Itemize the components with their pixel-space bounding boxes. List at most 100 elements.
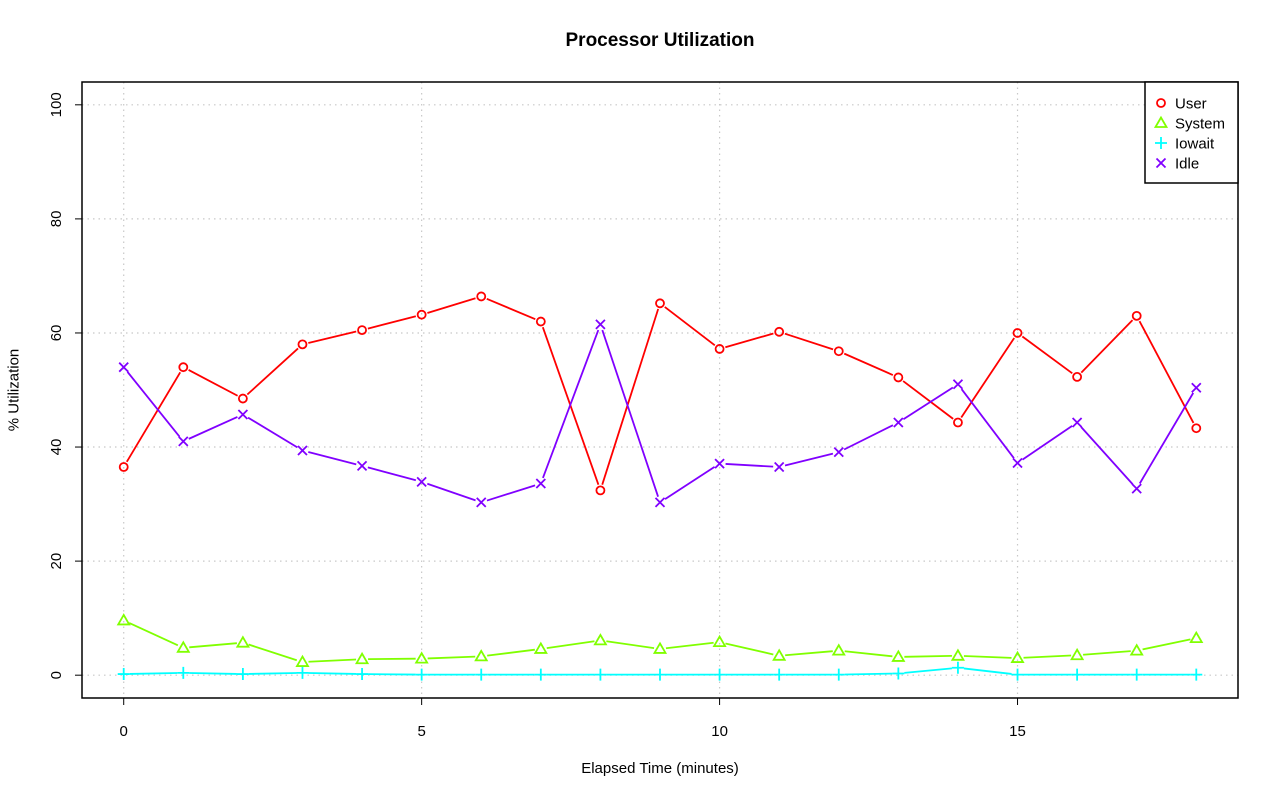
- series-line-segment: [248, 672, 297, 675]
- series-line-segment: [963, 667, 1012, 675]
- data-point: [355, 651, 370, 665]
- data-point: [594, 668, 607, 681]
- data-point: [296, 666, 309, 679]
- x-tick-label: 15: [1009, 723, 1026, 740]
- series-line-segment: [427, 655, 476, 660]
- data-point: [893, 372, 904, 383]
- data-point: [774, 326, 785, 337]
- data-point: [237, 393, 248, 404]
- data-point: [1191, 382, 1202, 393]
- data-point: [1071, 417, 1083, 428]
- data-point: [832, 668, 845, 681]
- data-point: [1131, 483, 1142, 494]
- y-tick-label: 40: [48, 439, 65, 456]
- series-line-segment: [427, 482, 476, 502]
- data-point: [891, 649, 906, 662]
- data-point: [892, 667, 905, 680]
- legend-symbol: [1155, 157, 1167, 169]
- data-point: [235, 635, 250, 648]
- x-tick-label: 0: [120, 723, 128, 740]
- axes: 0 5 10 15 0 20 40 60 80 100: [48, 92, 1026, 740]
- data-point: [117, 668, 130, 681]
- data-point: [714, 344, 725, 354]
- data-point: [236, 668, 249, 681]
- series-line-segment: [844, 672, 893, 676]
- data-point: [1071, 668, 1084, 681]
- data-point: [1190, 668, 1203, 681]
- legend-item: System: [1153, 115, 1225, 132]
- data-point: [593, 633, 608, 646]
- series-line-segment: [486, 297, 536, 321]
- series-line-segment: [1080, 426, 1134, 485]
- data-point: [833, 447, 844, 458]
- data-point: [118, 462, 129, 472]
- data-point: [1191, 423, 1202, 434]
- series-line-segment: [725, 642, 774, 656]
- data-point: [357, 325, 367, 336]
- legend-symbol: [1153, 115, 1169, 128]
- data-point: [416, 476, 427, 487]
- legend-item: Iowait: [1155, 135, 1215, 152]
- data-point: [178, 362, 189, 373]
- data-point: [1012, 457, 1023, 469]
- series-line-segment: [785, 650, 833, 657]
- data-point: [831, 643, 846, 656]
- data-point: [774, 461, 785, 473]
- series-iowait: [117, 661, 1203, 681]
- plot-frame: [81, 81, 1239, 699]
- data-point: [534, 668, 547, 681]
- series-line-segment: [902, 380, 954, 420]
- series-line-segment: [725, 332, 774, 349]
- data-point: [1070, 647, 1085, 661]
- series-line-segment: [844, 650, 893, 658]
- data-point: [356, 668, 369, 681]
- series-user: [118, 291, 1202, 496]
- series-line-segment: [1023, 654, 1072, 659]
- series-line-segment: [1083, 650, 1131, 656]
- series-line-segment: [1138, 392, 1195, 484]
- series-line-segment: [843, 352, 894, 376]
- data-point: [356, 460, 368, 471]
- legend: User System Iowait Idle: [1144, 81, 1239, 184]
- data-point: [1130, 668, 1143, 681]
- series-line-segment: [542, 329, 600, 479]
- series-line-segment: [308, 658, 357, 663]
- data-point: [535, 316, 546, 327]
- series-line-segment: [188, 416, 238, 440]
- series-system: [116, 613, 1204, 667]
- series-line-segment: [904, 667, 953, 674]
- data-point: [712, 634, 727, 648]
- data-point: [893, 417, 904, 428]
- series-line-segment: [963, 655, 1012, 659]
- series-line-segment: [1021, 335, 1073, 375]
- series-line-segment: [606, 640, 655, 649]
- series-line-segment: [665, 641, 714, 650]
- series-line-segment: [601, 329, 659, 497]
- data-point: [713, 668, 726, 681]
- data-point: [297, 339, 308, 350]
- data-point: [535, 478, 546, 489]
- series-line-segment: [664, 306, 716, 347]
- series-line-segment: [725, 463, 774, 468]
- data-point: [773, 668, 786, 681]
- data-point: [1011, 668, 1024, 681]
- legend-label: User: [1175, 95, 1207, 112]
- data-point: [177, 666, 190, 679]
- series-line-segment: [601, 308, 660, 485]
- y-tick-label: 80: [48, 211, 65, 228]
- legend-label: System: [1175, 115, 1225, 132]
- series-line-segment: [784, 452, 834, 467]
- series-line-segment: [126, 371, 181, 463]
- y-tick-label: 0: [48, 671, 65, 679]
- legend-item: User: [1156, 95, 1207, 112]
- legend-symbol: [1156, 98, 1166, 108]
- data-point: [533, 641, 548, 654]
- series-line-segment: [128, 622, 179, 647]
- legend-symbol: [1155, 137, 1167, 149]
- series-line-segment: [1142, 638, 1191, 651]
- data-point: [474, 649, 489, 662]
- data-point: [414, 651, 429, 664]
- data-point: [833, 346, 844, 357]
- series-line-segment: [129, 672, 178, 675]
- data-point: [714, 458, 725, 469]
